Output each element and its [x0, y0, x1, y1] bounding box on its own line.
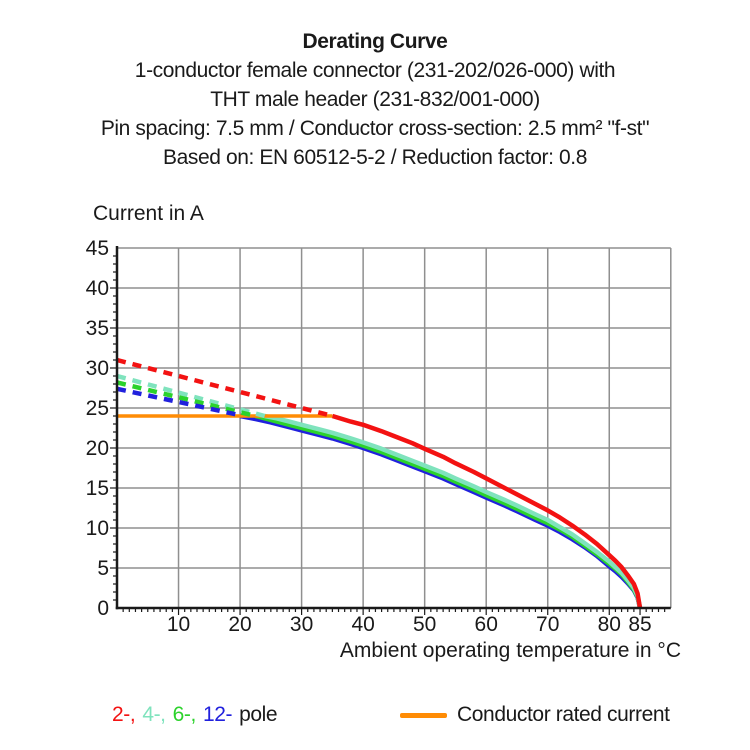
pole-legend-segment: 2-,	[112, 703, 136, 726]
y-tick-label: 0	[97, 597, 109, 620]
x-axis-title: Ambient operating temperature in °C	[340, 639, 681, 662]
y-tick-label: 10	[86, 517, 109, 540]
y-axis-title: Current in A	[93, 202, 204, 225]
pole-legend-segment: 12-	[202, 703, 233, 726]
x-tick-label: 60	[475, 613, 498, 636]
y-tick-label: 15	[86, 477, 109, 500]
curve-6-pole-derated	[116, 380, 256, 419]
y-tick-label: 40	[86, 277, 109, 300]
chart-subtitle-line-3: Pin spacing: 7.5 mm / Conductor cross-se…	[100, 117, 650, 140]
chart-header: Derating Curve 1-conductor female connec…	[0, 27, 750, 172]
pole-legend-segment: 4-,	[142, 703, 166, 726]
rated-current-line-swatch	[400, 712, 447, 718]
chart-subtitle-line-2: THT male header (231-832/001-000)	[210, 88, 540, 111]
curve-12-pole	[239, 413, 643, 609]
chart-subtitle-line-1: 1-conductor female connector (231-202/02…	[134, 59, 616, 82]
pole-legend-segment: 6-,	[172, 703, 197, 726]
curve-4-pole-derated	[116, 373, 266, 419]
rated-current-legend: Conductor rated current	[400, 700, 670, 730]
curve-2-pole-derated	[116, 357, 333, 419]
curve-series	[116, 357, 643, 609]
curve-6-pole	[254, 413, 643, 609]
x-tick-label: 20	[228, 613, 251, 636]
y-tick-label: 45	[86, 237, 109, 260]
y-tick-label: 30	[86, 357, 109, 380]
x-tick-label: 40	[351, 613, 374, 636]
x-tick-label: 80	[598, 613, 621, 636]
pole-legend-segment: pole	[239, 703, 278, 726]
chart-title: Derating Curve	[302, 30, 448, 53]
curve-4-pole	[264, 413, 643, 609]
y-tick-label: 35	[86, 317, 109, 340]
x-tick-label: 30	[290, 613, 313, 636]
pole-legend: 2-, 4-, 6-, 12- pole	[112, 703, 284, 727]
y-tick-label: 25	[86, 397, 109, 420]
curve-2-pole	[331, 413, 643, 609]
tick-labels: 10 20 30 40 50 60 70 80 85 0 5 10 15 20 25 30 35 40 45	[86, 237, 652, 636]
curve-12-pole-derated	[116, 386, 241, 418]
axes	[115, 246, 671, 610]
x-tick-label: 50	[413, 613, 436, 636]
y-tick-label: 5	[97, 557, 109, 580]
x-tick-label: 70	[536, 613, 559, 636]
rated-current-label: Conductor rated current	[457, 703, 670, 726]
tick-marks	[110, 255, 666, 615]
chart-subtitle-line-4: Based on: EN 60512-5-2 / Reduction facto…	[162, 146, 588, 169]
x-tick-label: 85	[628, 613, 651, 636]
x-tick-label: 10	[167, 613, 190, 636]
grid-lines	[117, 247, 672, 608]
legend-row: 2-, 4-, 6-, 12- pole Conductor rated current	[0, 700, 750, 734]
y-tick-label: 20	[86, 437, 109, 460]
